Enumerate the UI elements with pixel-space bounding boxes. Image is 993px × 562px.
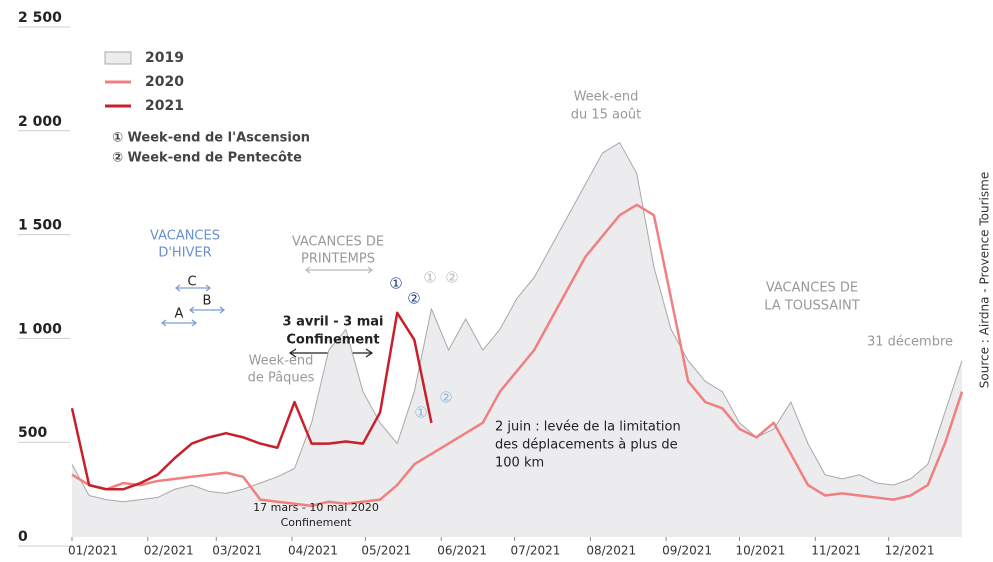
area bbox=[72, 142, 962, 537]
x-tick-label: 09/2021 bbox=[662, 544, 712, 558]
legend-label: 2020 bbox=[145, 74, 184, 90]
annotation: du 15 août bbox=[571, 108, 642, 123]
annotation: C bbox=[187, 275, 196, 290]
x-tick-label: 07/2021 bbox=[511, 544, 561, 558]
note: ② Week-end de Pentecôte bbox=[112, 151, 302, 166]
annotation: ① bbox=[414, 404, 427, 422]
annotation: Confinement bbox=[286, 333, 379, 348]
annotation: A bbox=[175, 307, 184, 322]
annotation: Week-end bbox=[574, 90, 639, 105]
annotation: 31 décembre bbox=[867, 335, 953, 350]
annotation: ② bbox=[439, 389, 452, 407]
line bbox=[71, 203, 964, 508]
source: Source : Airdna - Provence Tourisme bbox=[978, 172, 992, 388]
x-tick-label: 05/2021 bbox=[361, 544, 411, 558]
y-tick-label: 1 000 bbox=[18, 321, 62, 337]
annotation: PRINTEMPS bbox=[301, 252, 375, 267]
note: ① Week-end de l'Ascension bbox=[112, 131, 310, 146]
annotation: ② bbox=[445, 269, 458, 287]
x-tick-label: 01/2021 bbox=[68, 544, 118, 558]
legend-swatch bbox=[104, 51, 132, 65]
annotation: Confinement bbox=[281, 516, 353, 529]
y-tick-label: 0 bbox=[18, 529, 28, 545]
y-tick-label: 2 000 bbox=[18, 114, 62, 130]
annotation: VACANCES DE bbox=[292, 235, 384, 250]
line bbox=[70, 311, 433, 491]
x-tick-label: 03/2021 bbox=[212, 544, 262, 558]
x-tick-label: 06/2021 bbox=[437, 544, 487, 558]
y-tick-label: 1 500 bbox=[18, 218, 62, 234]
period-arrows bbox=[160, 266, 374, 327]
x-tick-label: 12/2021 bbox=[885, 544, 935, 558]
annotation: 17 mars - 10 mai 2020 bbox=[253, 501, 379, 514]
x-tick-label: 10/2021 bbox=[736, 544, 786, 558]
y-tick-label: 500 bbox=[18, 425, 47, 441]
annotation: 2 juin : levée de la limitation bbox=[495, 420, 681, 435]
annotation: de Pâques bbox=[248, 371, 315, 386]
annotation: VACANCES bbox=[150, 229, 220, 244]
legend-label: 2021 bbox=[145, 98, 184, 114]
legend-label: 2019 bbox=[145, 50, 184, 66]
x-tick-label: 11/2021 bbox=[811, 544, 861, 558]
annotation: B bbox=[203, 294, 212, 309]
annotation: Week-end bbox=[249, 354, 314, 369]
annotation: D'HIVER bbox=[158, 246, 211, 261]
annotation: 100 km bbox=[495, 456, 544, 471]
annotation: ② bbox=[407, 290, 420, 308]
annotation: des déplacements à plus de bbox=[495, 438, 678, 453]
annotation: LA TOUSSAINT bbox=[764, 299, 859, 314]
x-tick-label: 08/2021 bbox=[586, 544, 636, 558]
annotation: ① bbox=[423, 269, 436, 287]
annotation: VACANCES DE bbox=[766, 281, 858, 296]
annotation: ① bbox=[389, 275, 402, 293]
line bbox=[71, 142, 963, 503]
x-tick-label: 02/2021 bbox=[144, 544, 194, 558]
x-tick-label: 04/2021 bbox=[288, 544, 338, 558]
y-tick-label: 2 500 bbox=[18, 10, 62, 26]
annotation: 3 avril - 3 mai bbox=[283, 315, 384, 330]
